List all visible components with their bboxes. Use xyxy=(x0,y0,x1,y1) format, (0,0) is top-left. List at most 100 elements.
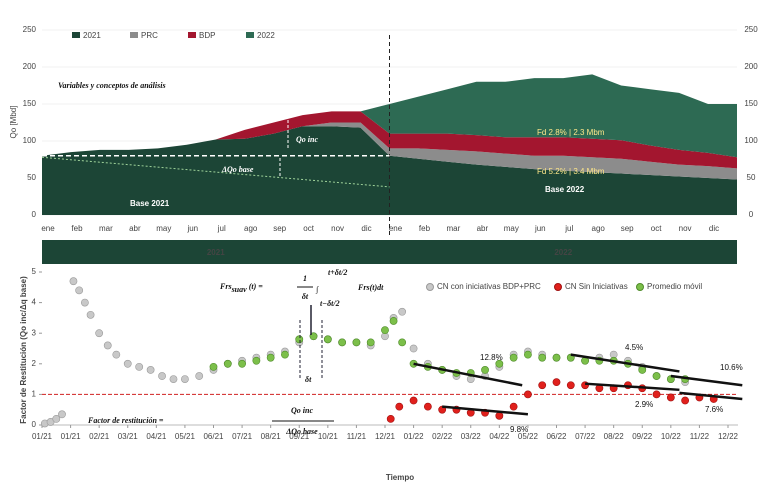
trend-label: 10.6% xyxy=(720,363,743,372)
y2-tick-label: 50 xyxy=(747,173,756,182)
point xyxy=(123,359,132,368)
formula-part: (t) = xyxy=(249,282,264,291)
point xyxy=(509,353,518,362)
legend-label: 2022 xyxy=(257,31,275,40)
point xyxy=(223,359,232,368)
annotation: Qo inc xyxy=(296,135,318,144)
x-tick-label: nov xyxy=(679,224,692,233)
trend-line xyxy=(413,362,523,387)
point xyxy=(386,414,395,423)
y2-tick-label: 100 xyxy=(744,136,758,145)
point xyxy=(86,310,95,319)
y-tick-label: 0 xyxy=(32,420,37,429)
trend-label: 2.9% xyxy=(635,400,653,409)
x-tick-label: ene xyxy=(41,224,55,233)
point xyxy=(409,344,418,353)
y2-tick-label: 150 xyxy=(744,99,758,108)
annotation: Base 2022 xyxy=(545,185,585,194)
annotation: Fd 5.2% | 3.4 Mbm xyxy=(537,167,605,176)
y-axis-label: Qo [Mbd] xyxy=(9,106,18,139)
legend-label: PRC xyxy=(141,31,158,40)
x-tick-label: ene xyxy=(389,224,403,233)
point xyxy=(58,410,66,419)
trend-line xyxy=(585,382,680,392)
annotation: Fd 2.8% | 2.3 Mbm xyxy=(537,128,605,137)
point xyxy=(112,350,121,359)
trend-line xyxy=(670,374,743,387)
x-tick-label: nov xyxy=(331,224,344,233)
point xyxy=(538,353,547,362)
trend-line xyxy=(442,405,529,416)
point xyxy=(323,335,332,344)
x-tick-label: 09/22 xyxy=(632,432,653,441)
x-tick-label: abr xyxy=(477,224,489,233)
annotation: Base 2021 xyxy=(130,199,170,208)
point xyxy=(209,362,218,371)
point xyxy=(395,402,404,411)
x-tick-label: ago xyxy=(592,224,606,233)
year-band xyxy=(42,240,737,264)
point xyxy=(552,353,561,362)
x-tick-label: 11/22 xyxy=(690,432,710,441)
x-tick-label: sep xyxy=(621,224,634,233)
formula: Frssuav (t) = xyxy=(219,282,263,294)
x-tick-label: dic xyxy=(709,224,719,233)
y-tick-label: 0 xyxy=(32,210,37,219)
point xyxy=(652,390,661,399)
point xyxy=(552,378,561,387)
legend-marker xyxy=(636,283,644,291)
x-tick-label: may xyxy=(504,224,519,233)
formula: Frs(t)dt xyxy=(357,283,384,292)
point xyxy=(69,277,78,286)
legend-label: BDP xyxy=(199,31,215,40)
trend-label: 4.5% xyxy=(625,343,643,352)
point xyxy=(481,366,489,374)
factor-formula: Factor de restitución = xyxy=(87,416,164,425)
x-tick-label: jun xyxy=(534,224,546,233)
x-tick-label: 04/21 xyxy=(146,432,167,441)
formula-part: suav xyxy=(231,285,248,294)
annotation: ΔQo base xyxy=(221,165,254,174)
point xyxy=(95,329,104,338)
y2-tick-label: 0 xyxy=(749,210,754,219)
annotation-title: Variables y conceptos de análisis xyxy=(58,81,166,90)
x-tick-label: jun xyxy=(186,224,198,233)
legend-swatch xyxy=(188,32,196,38)
factor-formula: ΔQo base xyxy=(285,427,318,436)
y-tick-label: 5 xyxy=(32,267,37,276)
y2-tick-label: 250 xyxy=(744,25,758,34)
formula: δt xyxy=(305,375,312,384)
x-tick-label: 03/21 xyxy=(118,432,139,441)
x-tick-label: jul xyxy=(217,224,226,233)
trend-line xyxy=(570,353,680,373)
point xyxy=(281,350,289,359)
x-tick-label: 01/21 xyxy=(32,432,53,441)
point xyxy=(103,341,112,350)
year-label: 2021 xyxy=(207,248,225,257)
x-tick-label: mar xyxy=(447,224,461,233)
point xyxy=(681,396,690,405)
legend-label: CN con iniciativas BDP+PRC xyxy=(437,282,541,291)
formula: ∫ xyxy=(315,285,319,294)
x-tick-label: 07/21 xyxy=(232,432,253,441)
x-tick-label: 12/21 xyxy=(375,432,396,441)
x-tick-label: 03/22 xyxy=(461,432,482,441)
trend-label: 7.6% xyxy=(705,405,723,414)
x-tick-label: 08/21 xyxy=(261,432,282,441)
point xyxy=(252,356,261,365)
x-tick-label: 12/22 xyxy=(718,432,739,441)
x-tick-label: 09/21 xyxy=(289,432,310,441)
point xyxy=(423,402,432,411)
y-tick-label: 150 xyxy=(23,99,37,108)
y-tick-label: 3 xyxy=(32,328,37,337)
y-tick-label: 2 xyxy=(32,359,37,368)
point xyxy=(52,414,61,423)
point xyxy=(398,338,407,347)
point xyxy=(495,411,504,420)
point xyxy=(381,326,389,335)
trend-label: 12.8% xyxy=(480,353,503,362)
x-tick-label: 08/22 xyxy=(604,432,625,441)
point xyxy=(135,362,144,371)
y-tick-label: 50 xyxy=(27,173,36,182)
